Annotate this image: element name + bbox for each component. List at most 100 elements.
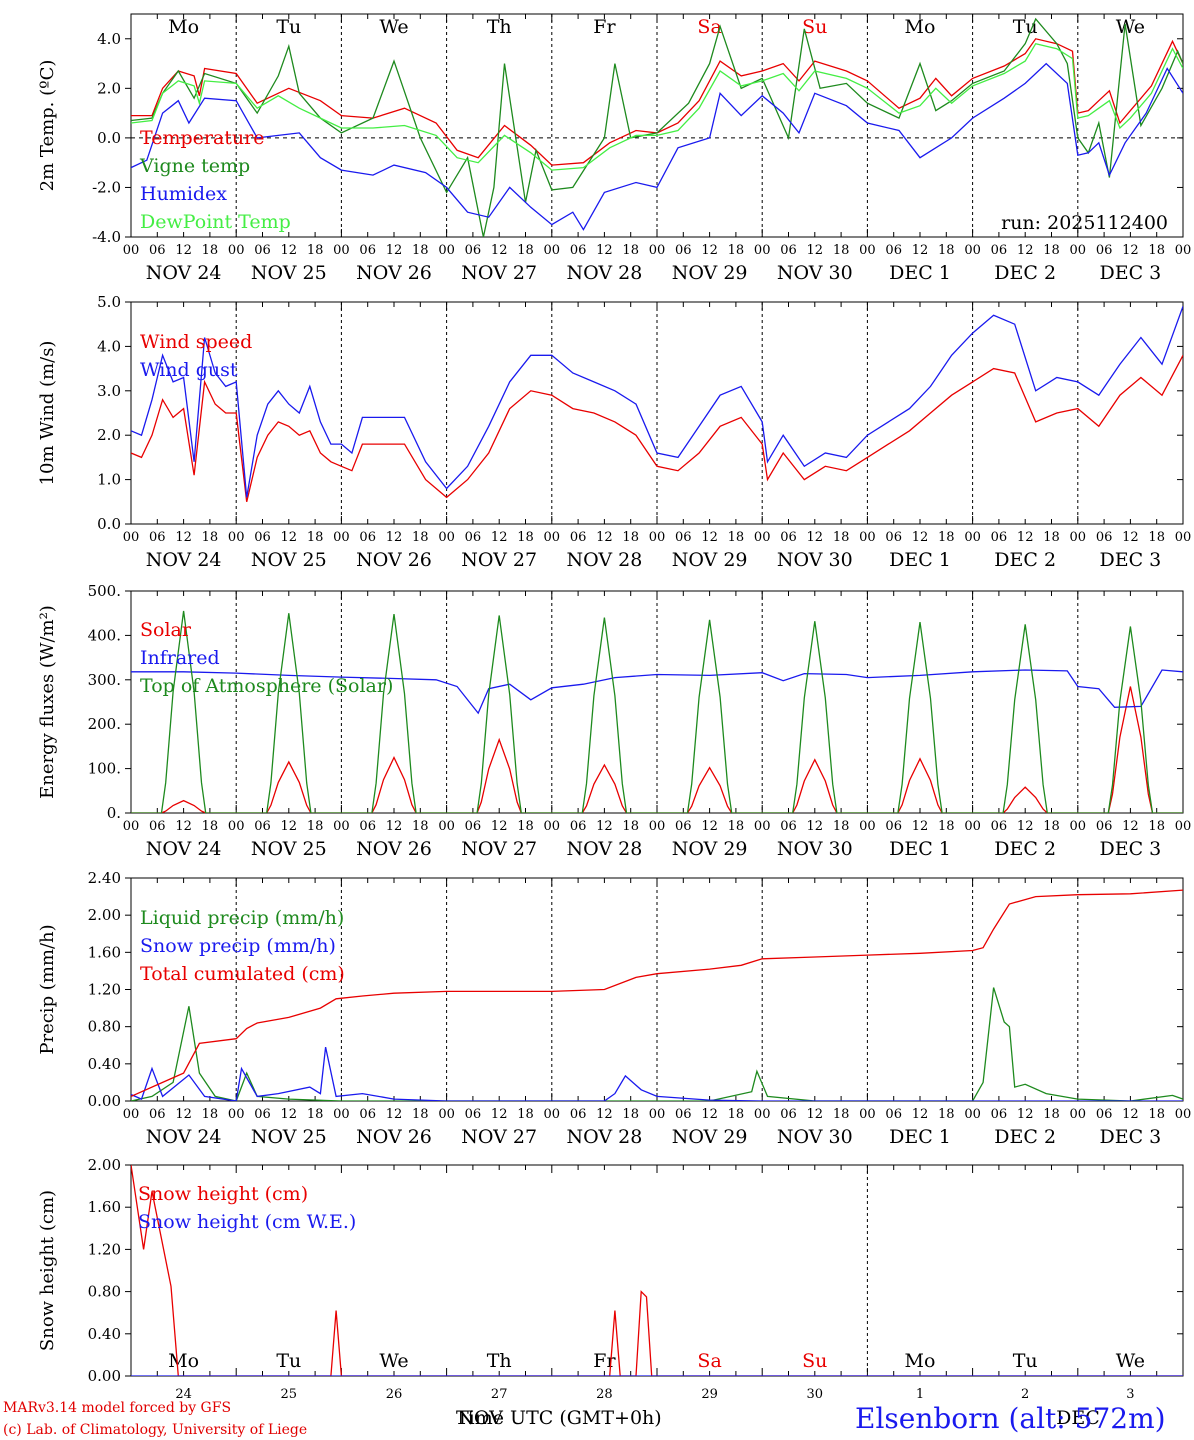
hour-tick-label: 06 [991, 243, 1008, 258]
hour-tick-label: 18 [202, 1107, 219, 1122]
weekday-label: Su [802, 16, 827, 38]
model-credit: MARv3.14 model forced by GFS [3, 1400, 231, 1416]
hour-tick-label: 18 [1043, 819, 1060, 834]
hour-tick-label: 18 [517, 530, 534, 545]
date-label: NOV 26 [356, 838, 432, 860]
date-label: NOV 24 [146, 1126, 222, 1148]
day-number-label: 3 [1126, 1387, 1134, 1402]
date-label: DEC 1 [889, 549, 951, 571]
hour-tick-label: 06 [359, 1107, 376, 1122]
hour-tick-label: 00 [333, 530, 350, 545]
date-label: NOV 27 [461, 838, 537, 860]
series-dewpoint-temp [131, 42, 1183, 171]
legend-entry: Humidex [140, 183, 227, 205]
hour-tick-label: 18 [1148, 530, 1165, 545]
hour-tick-label: 12 [912, 530, 929, 545]
hour-tick-label: 06 [780, 243, 797, 258]
hour-tick-label: 00 [754, 243, 771, 258]
hour-tick-label: 06 [570, 243, 587, 258]
hour-tick-label: 06 [885, 530, 902, 545]
hour-tick-label: 18 [728, 243, 745, 258]
date-label: NOV 26 [356, 262, 432, 284]
hour-tick-label: 18 [622, 243, 639, 258]
hour-tick-label: 12 [596, 819, 613, 834]
footer: MARv3.14 model forced by GFS (c) Lab. of… [3, 1400, 1166, 1438]
panel-energy: 0. 100. 200. 300. 400. 500. Energy fluxes (W/m… [37, 582, 1191, 860]
date-label: NOV 26 [356, 549, 432, 571]
hour-tick-label: 18 [938, 1107, 955, 1122]
hour-tick-label: 00 [964, 530, 981, 545]
hour-tick-label: 06 [780, 1107, 797, 1122]
y-tick-label: 1.60 [88, 1198, 121, 1216]
weekday-label: Th [487, 1350, 512, 1372]
hour-tick-label: 00 [754, 530, 771, 545]
y-tick-label: 4.0 [97, 30, 121, 48]
y-tick-label: 400. [88, 626, 121, 644]
date-label: NOV 28 [566, 1126, 642, 1148]
hour-tick-label: 12 [281, 1107, 298, 1122]
y-tick-label: 4.0 [97, 337, 121, 355]
series-total-cumulated-cm [131, 889, 1183, 1097]
hour-tick-label: 18 [728, 1107, 745, 1122]
hour-tick-label: 06 [359, 530, 376, 545]
weekday-label: We [379, 1350, 408, 1372]
hour-tick-label: 00 [544, 530, 561, 545]
y-tick-label: 0.0 [97, 515, 121, 533]
hour-tick-label: 06 [1096, 819, 1113, 834]
hour-tick-label: 00 [333, 1107, 350, 1122]
hour-tick-label: 12 [491, 1107, 508, 1122]
site-label: Elsenborn (alt: 572m) [855, 1402, 1166, 1435]
date-label: DEC 3 [1100, 549, 1162, 571]
hour-tick-label: 12 [701, 819, 718, 834]
hour-tick-label: 06 [254, 1107, 271, 1122]
date-label: NOV 25 [251, 838, 327, 860]
hour-tick-label: 18 [622, 1107, 639, 1122]
date-label: NOV 24 [146, 262, 222, 284]
hour-tick-label: 06 [991, 819, 1008, 834]
hour-tick-label: 00 [1175, 819, 1192, 834]
hour-tick-label: 00 [859, 1107, 876, 1122]
date-label: NOV 29 [672, 262, 748, 284]
y-tick-label: 500. [88, 582, 121, 600]
date-label: NOV 25 [251, 262, 327, 284]
hour-tick-label: 00 [228, 819, 245, 834]
hour-tick-label: 00 [1070, 819, 1087, 834]
hour-tick-label: 12 [491, 243, 508, 258]
date-label: NOV 28 [566, 262, 642, 284]
hour-tick-label: 00 [228, 243, 245, 258]
date-label: NOV 28 [566, 838, 642, 860]
hour-tick-label: 18 [833, 1107, 850, 1122]
panel-snow: 0.00 0.40 0.80 1.20 1.60 2.00 Snow height (cm)… [37, 1156, 1184, 1429]
y-tick-label: 200. [88, 715, 121, 733]
date-label: NOV 29 [672, 549, 748, 571]
date-label: DEC 3 [1100, 262, 1162, 284]
hour-tick-label: 00 [1070, 243, 1087, 258]
hour-tick-label: 06 [465, 530, 482, 545]
date-label: NOV 27 [461, 262, 537, 284]
hour-tick-label: 06 [570, 530, 587, 545]
hour-tick-label: 06 [1096, 243, 1113, 258]
weekday-label: We [1116, 16, 1145, 38]
y-tick-label: 1.20 [88, 1240, 121, 1258]
legend-entry: Snow precip (mm/h) [140, 935, 336, 957]
hour-tick-label: 12 [491, 530, 508, 545]
legend-entry: Wind gust [140, 359, 238, 381]
hour-tick-label: 06 [149, 1107, 166, 1122]
y-axis-label: Precip (mm/h) [37, 924, 58, 1054]
hour-tick-label: 12 [1017, 243, 1034, 258]
hour-tick-label: 18 [1043, 243, 1060, 258]
hour-tick-label: 06 [675, 1107, 692, 1122]
weekday-label: Mo [168, 1350, 199, 1372]
hour-tick-label: 18 [202, 819, 219, 834]
hour-tick-label: 18 [517, 819, 534, 834]
series-humidex [131, 62, 1183, 231]
legend-entry: Wind speed [140, 331, 252, 353]
hour-tick-label: 12 [1122, 1107, 1139, 1122]
hour-tick-label: 18 [412, 819, 429, 834]
date-label: DEC 2 [994, 838, 1056, 860]
y-tick-label: 2.0 [97, 79, 121, 97]
legend-entry: Infrared [140, 647, 220, 669]
hour-tick-label: 18 [728, 530, 745, 545]
hour-tick-label: 06 [885, 243, 902, 258]
hour-tick-label: 18 [622, 530, 639, 545]
